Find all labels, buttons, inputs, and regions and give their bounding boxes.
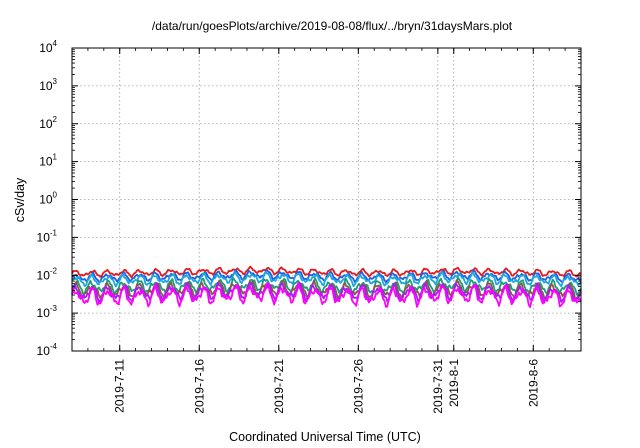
y-tick-exponent: 4 [53,39,58,48]
x-ticks: 2019-7-11 2019-7-16 2019-7-21 2019-7-26 2019… [87,48,566,414]
y-tick-base: 10 [39,79,53,93]
y-tick-base: 10 [37,230,51,244]
y-tick-label: 100 [39,191,57,207]
series-line [71,265,582,279]
y-tick-base: 10 [39,41,53,55]
y-tick-base: 10 [37,306,51,320]
y-axis-title: cSv/day [13,177,27,222]
y-tick-exponent: -2 [50,266,58,275]
y-tick-base: 10 [37,268,51,282]
y-tick-base: 10 [39,155,53,169]
y-tick-exponent: -3 [50,304,58,313]
y-tick-label: 101 [39,153,57,169]
y-tick-exponent: 3 [53,77,58,86]
y-tick-label: 102 [39,115,57,131]
y-tick-label: 10-2 [37,266,58,282]
y-tick-base: 10 [39,117,53,131]
y-tick-base: 10 [39,193,53,207]
x-tick-label: 2019-7-26 [351,359,365,414]
chart-title: /data/run/goesPlots/archive/2019-08-08/f… [152,19,513,33]
x-tick-label: 2019-8-6 [526,359,540,407]
y-tick-label: 103 [39,77,57,93]
y-tick-label: 10-1 [37,228,58,244]
y-tick-label: 10-4 [37,342,58,358]
x-axis-title: Coordinated Universal Time (UTC) [229,430,421,444]
series-line [71,269,582,284]
y-tick-label: 104 [39,39,57,55]
x-tick-label: 2019-8-1 [447,359,461,407]
y-tick-exponent: 0 [53,191,58,200]
y-tick-exponent: -4 [50,342,58,351]
y-tick-exponent: -1 [50,228,58,237]
x-tick-label: 2019-7-21 [272,359,286,414]
series-line [71,282,582,308]
y-tick-base: 10 [37,344,51,358]
x-tick-label: 2019-7-11 [113,359,127,413]
y-tick-exponent: 2 [53,115,58,124]
series-lines [71,265,582,308]
x-tick-label: 2019-7-16 [192,359,206,414]
x-tick-label: 2019-7-31 [431,359,445,414]
series-line [71,270,582,288]
y-tick-exponent: 1 [53,153,58,162]
y-tick-label: 10-3 [37,304,58,320]
